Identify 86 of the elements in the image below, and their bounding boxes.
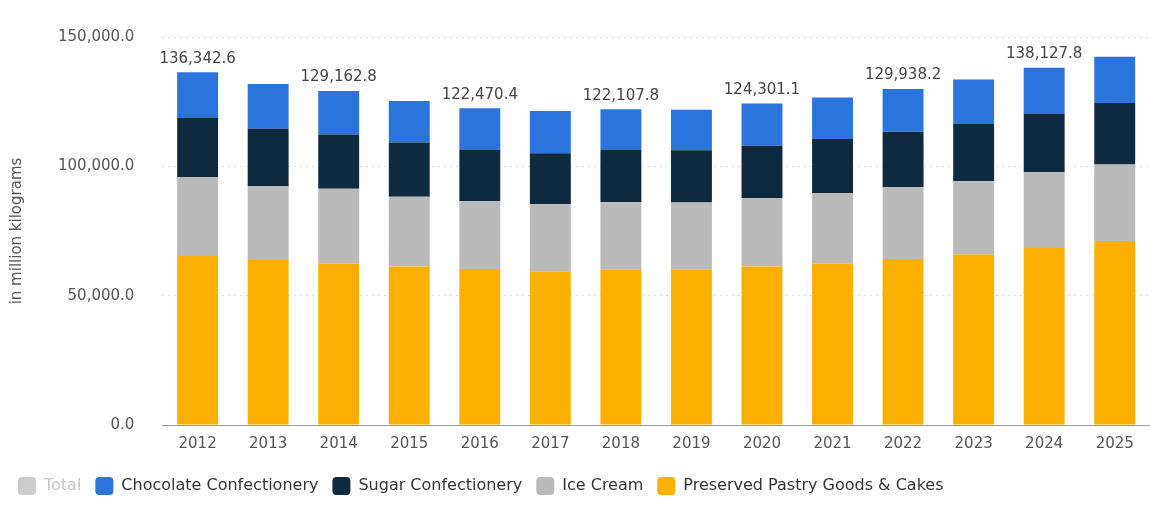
total-label: 138,127.8 — [1006, 44, 1083, 63]
bar — [318, 90, 360, 135]
bar — [177, 72, 219, 118]
total-label: 136,342.6 — [159, 48, 236, 67]
bar — [882, 187, 924, 259]
bar — [388, 266, 430, 425]
bar — [529, 271, 571, 425]
bar — [741, 197, 783, 267]
bar — [953, 123, 995, 182]
bar — [670, 150, 712, 203]
bar — [1094, 56, 1136, 103]
bar — [812, 263, 853, 425]
bar — [318, 263, 360, 425]
bar — [1023, 113, 1065, 173]
bar — [318, 188, 360, 264]
bar — [459, 269, 501, 425]
bar — [953, 181, 995, 255]
legend-label: Preserved Pastry Goods & Cakes — [683, 475, 944, 495]
bar — [882, 88, 924, 132]
x-tick-label: 2020 — [742, 433, 782, 452]
x-tick-label: 2021 — [813, 433, 852, 452]
bar — [1094, 164, 1136, 242]
bar — [1023, 67, 1065, 114]
x-tick-label: 2014 — [319, 433, 358, 452]
bar — [177, 176, 219, 257]
bar — [741, 103, 783, 146]
bar — [388, 100, 430, 143]
bar — [247, 128, 289, 186]
bar — [459, 150, 501, 202]
y-tick-label: 150,000.0 — [58, 26, 135, 45]
bar — [388, 142, 430, 197]
bar — [1094, 102, 1136, 165]
x-tick-label: 2013 — [249, 433, 288, 452]
legend-label: Sugar Confectionery — [358, 475, 523, 495]
bar — [247, 84, 289, 129]
bar — [177, 117, 219, 177]
x-tick-label: 2022 — [883, 433, 923, 452]
x-tick-label: 2016 — [460, 433, 499, 452]
bar — [529, 153, 571, 205]
bar — [529, 110, 571, 154]
bar — [459, 108, 501, 151]
x-tick-label: 2019 — [672, 433, 711, 452]
bar — [1023, 172, 1065, 249]
bar — [812, 97, 853, 139]
bar — [600, 202, 642, 270]
bar — [600, 109, 642, 151]
bar — [953, 79, 995, 124]
bar — [177, 256, 219, 425]
bar — [670, 109, 712, 151]
bar — [812, 138, 853, 193]
bar — [812, 192, 853, 264]
bar — [741, 266, 783, 425]
y-axis-title: in million kilograms — [6, 157, 25, 305]
total-label: 122,107.8 — [582, 85, 660, 104]
bar — [882, 131, 924, 188]
bar — [318, 134, 360, 189]
legend-label: Ice Cream — [562, 475, 644, 495]
x-tick-label: 2017 — [531, 433, 570, 452]
x-tick-label: 2024 — [1025, 433, 1064, 452]
bar — [1023, 248, 1065, 425]
bar — [741, 145, 783, 198]
x-tick-label: 2025 — [1095, 433, 1134, 452]
bar — [953, 254, 995, 425]
y-tick-label: 50,000.0 — [67, 285, 135, 304]
bar — [529, 204, 571, 272]
bar — [247, 259, 289, 425]
y-tick-label: 0.0 — [110, 414, 135, 433]
total-label: 129,162.8 — [300, 67, 377, 86]
x-tick-label: 2023 — [954, 433, 993, 452]
total-label: 124,301.1 — [723, 79, 801, 98]
bar — [459, 201, 501, 270]
legend-label: Chocolate Confectionery — [121, 475, 319, 495]
total-label: 122,470.4 — [441, 84, 518, 103]
bar — [670, 269, 712, 425]
total-label: 129,938.2 — [864, 65, 942, 84]
bar — [600, 269, 642, 425]
bar — [388, 196, 430, 267]
y-tick-label: 100,000.0 — [58, 156, 135, 175]
bar — [882, 258, 924, 425]
bar — [670, 202, 712, 270]
bar — [600, 150, 642, 203]
bar — [1094, 241, 1136, 425]
x-tick-label: 2015 — [390, 433, 429, 452]
x-tick-label: 2012 — [178, 433, 217, 452]
bar — [247, 185, 289, 260]
x-tick-label: 2018 — [601, 433, 640, 452]
